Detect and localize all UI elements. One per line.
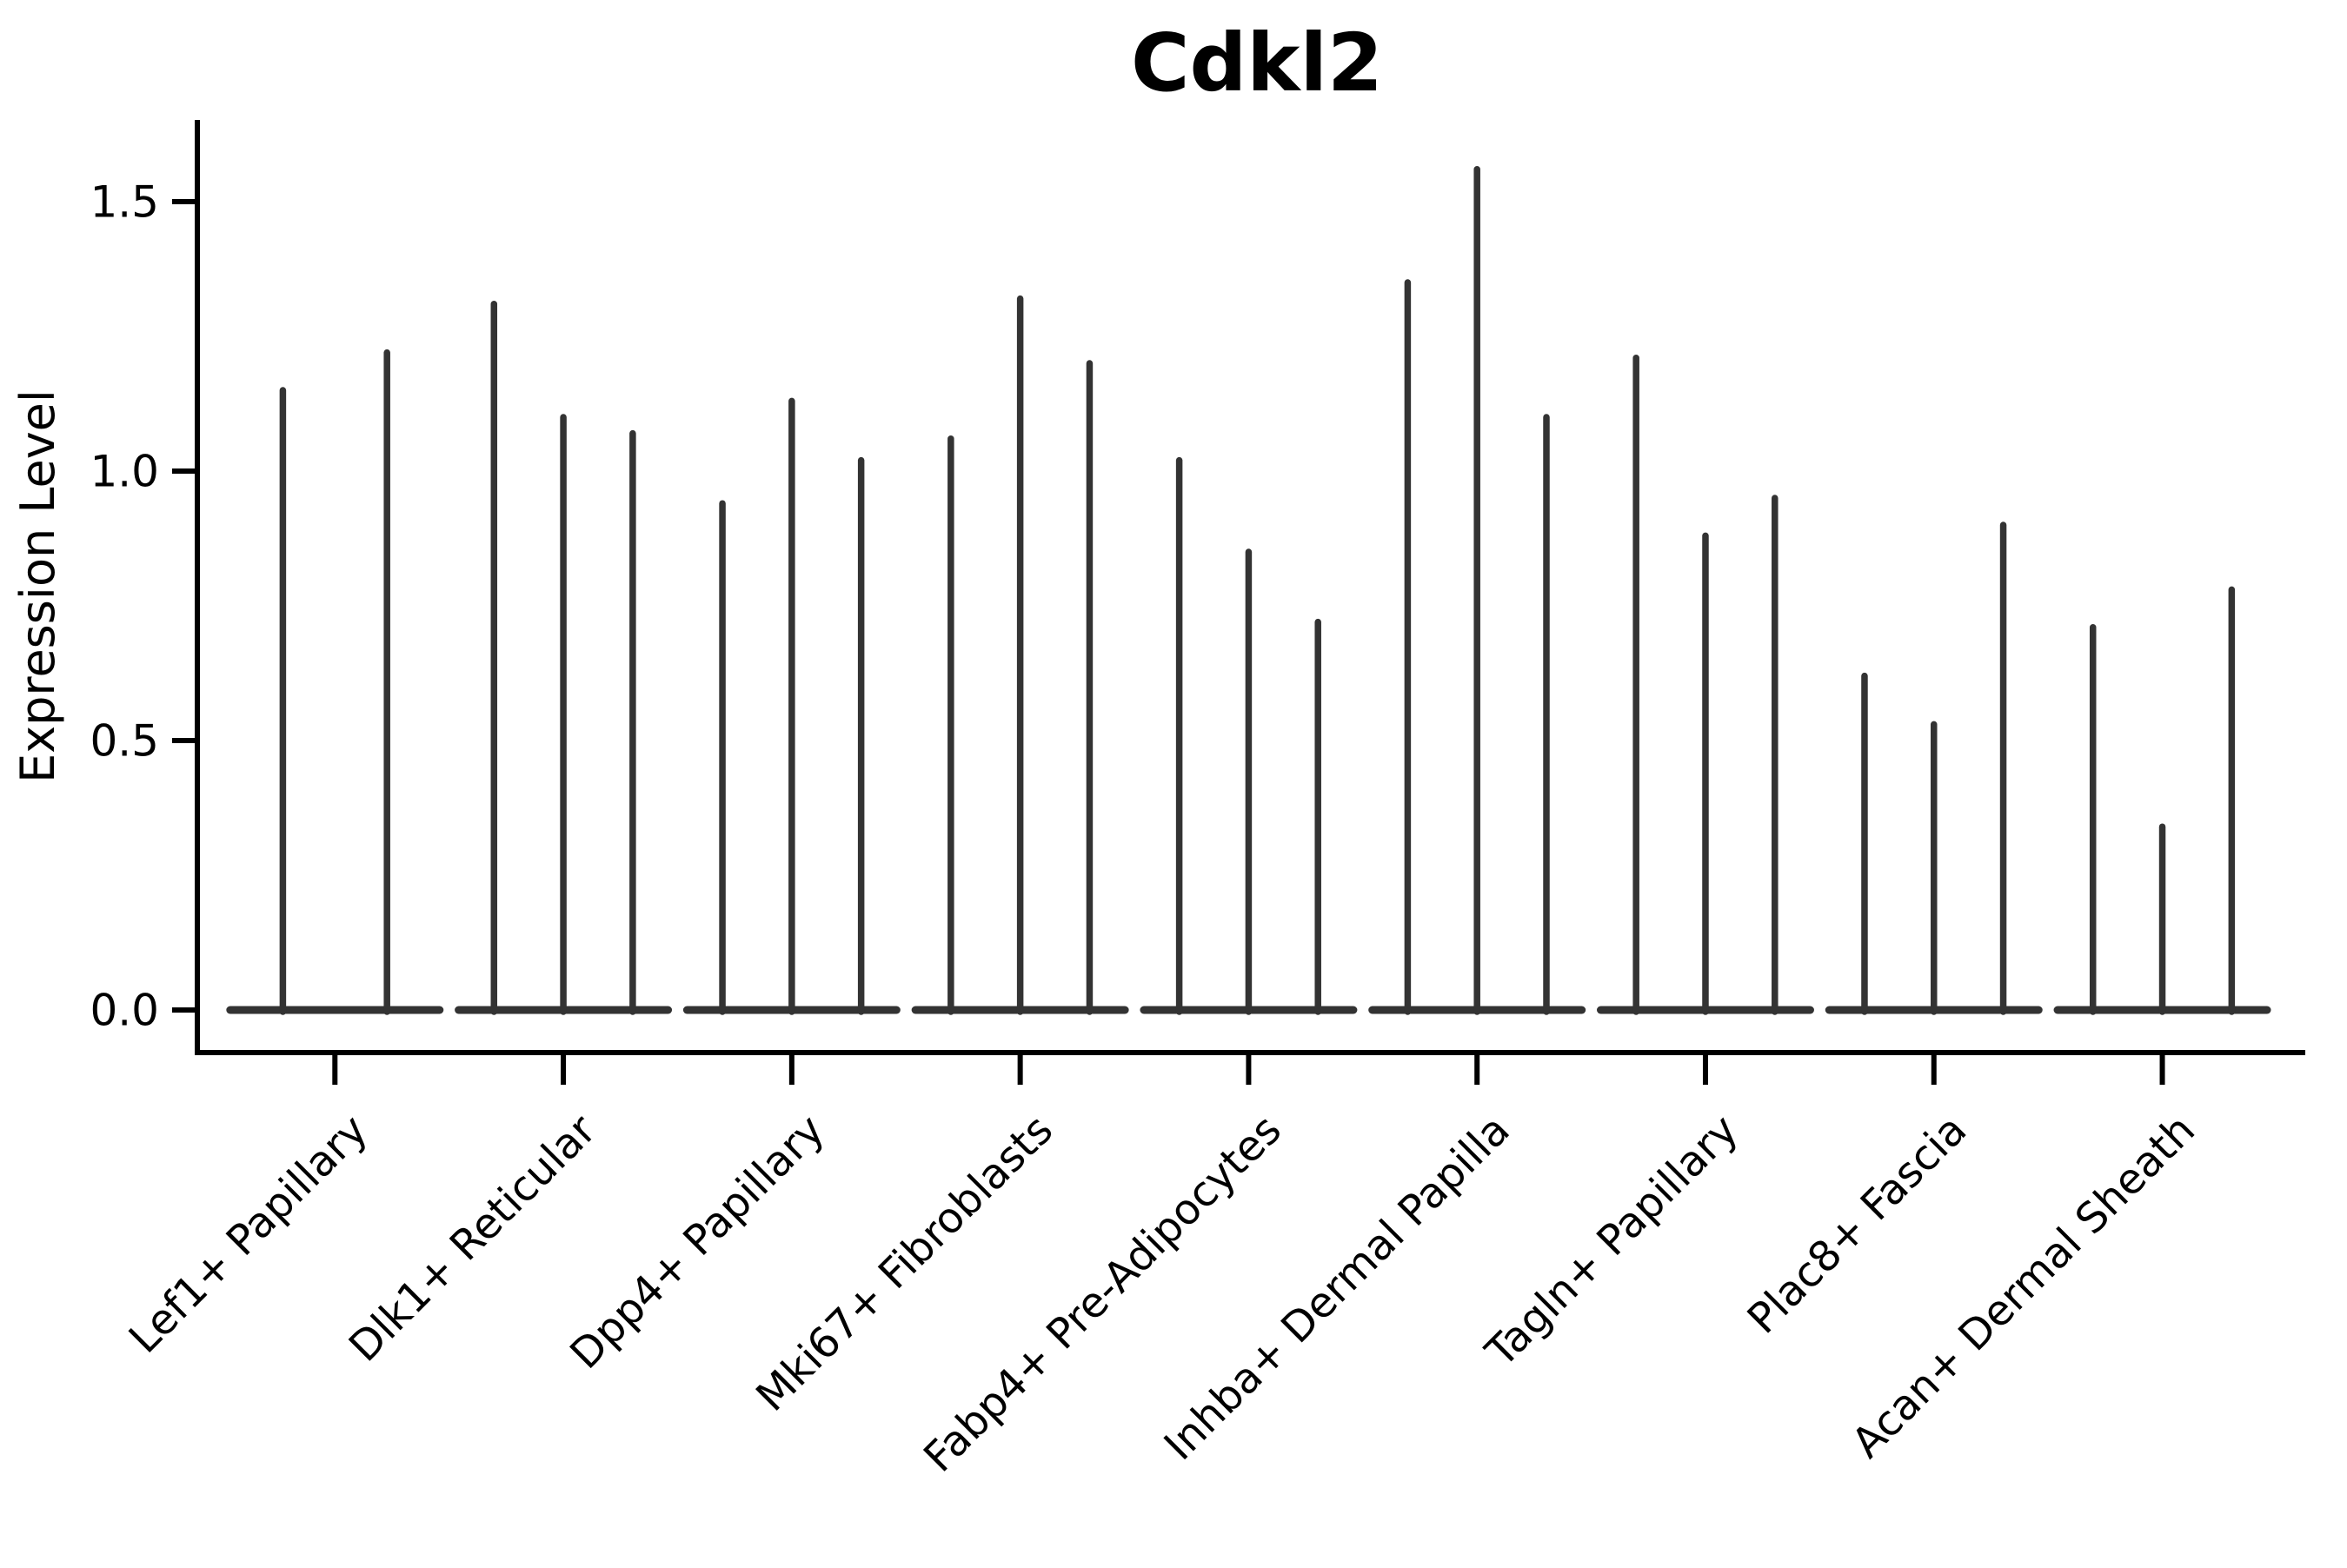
x-tick-label: Tagln+ Papillary	[1476, 1106, 1747, 1377]
y-tick-label: 0.5	[90, 716, 159, 767]
y-axis-label: Expression Level	[10, 389, 65, 783]
x-tick-label: Lef1+ Papillary	[120, 1106, 377, 1363]
x-tick-label: Dlk1+ Reticular	[340, 1106, 606, 1372]
x-tick-label: Plac8+ Fascia	[1739, 1106, 1977, 1344]
x-tick-label: Dpp4+ Papillary	[561, 1106, 834, 1379]
chart-title: Cdkl2	[1131, 17, 1383, 110]
y-tick-label: 0.0	[90, 986, 159, 1036]
y-tick-label: 1.0	[90, 447, 159, 497]
y-tick-label: 1.5	[90, 177, 159, 228]
